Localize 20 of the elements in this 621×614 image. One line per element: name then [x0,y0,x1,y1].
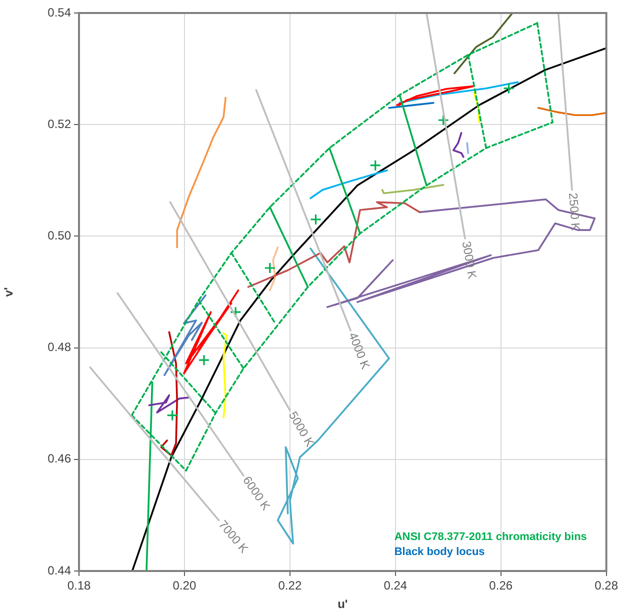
y-tick-label: 0.54 [48,5,72,20]
x-axis-title: u' [338,597,348,612]
x-tick-label: 0.18 [67,578,91,593]
annotation: 5000 K [286,409,318,449]
y-tick-label: 0.52 [48,116,72,131]
x-tick-label: 0.28 [594,578,618,593]
x-tick-label: 0.26 [489,578,513,593]
annotation: 3000 K [459,240,480,280]
y-tick-label: 0.48 [48,340,72,354]
x-tick-label: 0.20 [172,578,196,593]
annotation: 4000 K [346,330,373,372]
annotation: ANSI C78.377-2011 chromaticity bins [394,531,587,544]
x-tick-label: 0.24 [384,578,408,593]
annotation: 2500 K [566,192,583,232]
y-tick-label: 0.46 [48,452,72,466]
x-tick-label: 0.22 [278,578,302,593]
y-tick-label: 0.44 [48,563,72,578]
y-tick-label: 0.50 [48,228,72,243]
y-axis-title: v' [2,287,16,297]
annotation: Black body locus [394,546,485,558]
